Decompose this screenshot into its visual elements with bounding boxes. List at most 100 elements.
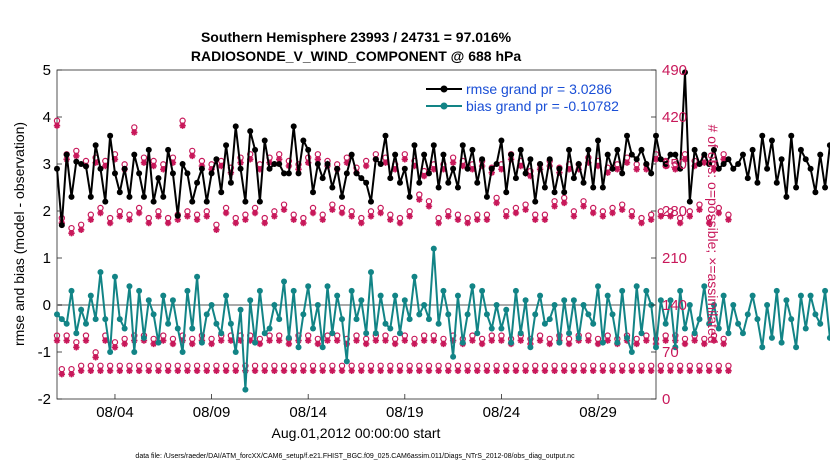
obs-assimilated-marker [590, 367, 597, 374]
y-tick-label: -1 [38, 344, 51, 361]
obs-assimilated-marker [536, 337, 544, 344]
obs-assimilated-marker [532, 367, 539, 374]
rmse-point [305, 146, 312, 153]
obs-assimilated-marker [208, 340, 215, 348]
obs-assimilated-marker [92, 354, 99, 361]
obs-assimilated-marker [614, 166, 621, 173]
rmse-point [793, 184, 800, 191]
bias-point [566, 330, 573, 337]
obs-assimilated-marker [449, 337, 457, 344]
bias-point [638, 330, 645, 337]
obs-assimilated-marker [280, 367, 288, 374]
obs-assimilated-marker [169, 340, 177, 348]
bias-point [184, 287, 191, 294]
bias-point [189, 325, 196, 332]
rmse-point [218, 189, 225, 196]
rmse-point [140, 193, 147, 200]
obs-assimilated-marker [628, 213, 636, 220]
obs-assimilated-marker [667, 367, 674, 374]
obs-assimilated-marker [561, 199, 568, 207]
rmse-point [483, 193, 490, 200]
obs-assimilated-marker [527, 172, 534, 180]
rmse-point [585, 146, 592, 153]
obs-assimilated-marker [396, 367, 404, 374]
obs-assimilated-marker [420, 337, 428, 344]
rmse-point [367, 198, 374, 205]
obs-assimilated-marker [73, 344, 80, 351]
obs-assimilated-marker [333, 337, 341, 344]
rmse-point [570, 175, 577, 182]
obs-assimilated-marker [247, 156, 254, 163]
obs-assimilated-marker [121, 340, 128, 348]
obs-assimilated-marker [565, 340, 573, 348]
bias-point [793, 344, 800, 351]
bias-point [556, 339, 563, 346]
obs-assimilated-marker [609, 209, 616, 217]
obs-assimilated-marker [705, 219, 713, 227]
rmse-point [281, 170, 288, 177]
rmse-point [527, 156, 534, 163]
rmse-point [78, 161, 85, 167]
rmse-point [266, 165, 273, 172]
bias-point [454, 292, 461, 299]
legend-rmse-marker [440, 85, 448, 93]
bias-point [493, 302, 500, 308]
obs-assimilated-marker [377, 367, 384, 374]
rmse-point [334, 165, 341, 172]
obs-assimilated-marker [720, 156, 727, 163]
obs-assimilated-marker [338, 367, 346, 374]
obs-assimilated-marker [160, 337, 167, 344]
obs-assimilated-marker [469, 337, 476, 344]
obs-assimilated-marker [227, 337, 235, 344]
obs-assimilated-marker [454, 216, 462, 223]
y2-tick-label: 490 [662, 62, 687, 79]
bias-point [358, 297, 365, 304]
obs-assimilated-marker [319, 367, 326, 374]
obs-assimilated-marker [396, 219, 404, 227]
rmse-point [73, 158, 80, 165]
chart-title-line2: RADIOSONDE_V_WIND_COMPONENT @ 688 hPa [191, 48, 521, 64]
obs-assimilated-marker [218, 337, 225, 344]
bias-point [401, 297, 408, 304]
rmse-point [145, 146, 152, 153]
obs-assimilated-marker [343, 340, 351, 348]
obs-assimilated-marker [725, 367, 732, 374]
obs-assimilated-marker [304, 159, 312, 166]
rmse-point [710, 146, 717, 153]
bias-point [464, 311, 471, 318]
rmse-point [749, 146, 756, 153]
obs-assimilated-marker [391, 166, 399, 173]
obs-assimilated-marker [213, 367, 220, 374]
bias-point [242, 386, 249, 393]
bias-point [797, 292, 804, 299]
rmse-point [657, 156, 664, 163]
rmse-point [715, 165, 722, 172]
obs-assimilated-marker [503, 213, 510, 220]
bias-point [551, 302, 558, 308]
bias-point [624, 334, 631, 341]
rmse-point [459, 142, 466, 149]
obs-assimilated-marker [203, 367, 210, 374]
obs-assimilated-marker [696, 367, 703, 374]
obs-assimilated-marker [261, 219, 268, 227]
bias-point [435, 320, 442, 327]
rmse-point [604, 151, 611, 158]
obs-assimilated-marker [696, 206, 703, 213]
y-tick-label: 1 [43, 250, 51, 267]
rmse-point [372, 156, 379, 163]
rmse-point [54, 165, 60, 172]
legend-bias-label: bias grand pr = -0.10782 [466, 98, 619, 114]
bias-point [416, 311, 423, 318]
bias-point [218, 330, 225, 337]
obs-assimilated-marker [338, 209, 346, 217]
obs-assimilated-marker [411, 340, 418, 348]
bias-point [160, 292, 167, 299]
rmse-point [546, 156, 553, 163]
bias-point [759, 344, 766, 351]
rmse-point [725, 156, 732, 163]
rmse-point [522, 170, 529, 177]
bias-point [599, 339, 606, 346]
bias-point [744, 311, 751, 318]
rmse-point [633, 156, 640, 163]
